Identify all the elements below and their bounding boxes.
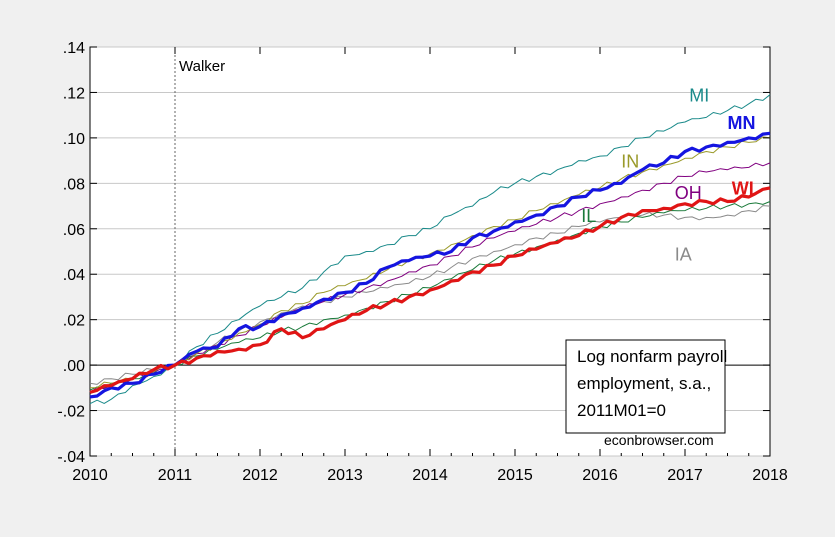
x-tick-label: 2015 [497,467,533,484]
annotation-line-1: Log nonfarm payroll [577,347,727,366]
series-labels: MI MN IN OH WI IL IA [581,86,755,265]
walker-label: Walker [179,58,225,75]
series-line-mi [89,94,771,405]
y-tick-label: .02 [63,313,85,330]
annotation-box-frame [565,339,726,434]
series-lines [89,94,771,405]
x-tick-label: 2018 [752,467,788,484]
annotation-line-3: 2011M01=0 [577,401,666,420]
annotation-line-2: employment, s.a., [577,374,711,393]
x-tick-label: 2013 [327,467,363,484]
x-tick-label: 2010 [72,467,108,484]
y-tick-label: .12 [63,85,85,102]
series-label-mi: MI [689,86,709,106]
x-tick-label: 2017 [667,467,703,484]
y-tick-label: .04 [63,267,85,284]
y-tick-label: .14 [63,40,85,57]
annotation-box: Log nonfarm payroll employment, s.a., 20… [565,339,727,448]
y-tick-label: -.04 [57,449,85,466]
y-tick-label: .10 [63,131,85,148]
x-tick-label: 2016 [582,467,618,484]
x-tick-label: 2012 [242,467,278,484]
walker-line-group: Walker [174,47,225,456]
series-line-mn [89,131,771,399]
y-tick-label: -.02 [57,404,85,421]
series-label-ia: IA [675,245,692,265]
series-label-il: IL [581,206,596,226]
series-label-in: IN [621,151,639,171]
x-tick-label: 2011 [158,467,193,484]
series-label-oh: OH [675,183,702,203]
series-line-wi [89,186,771,394]
y-tick-label: .06 [63,222,85,239]
source-label: econbrowser.com [604,432,714,448]
series-line-oh [89,162,771,393]
series-label-mn: MN [728,113,756,133]
y-tick-label: .00 [63,358,85,375]
series-label-wi: WI [732,179,754,199]
x-tick-label: 2014 [412,467,448,484]
y-tick-label: .08 [63,176,85,193]
